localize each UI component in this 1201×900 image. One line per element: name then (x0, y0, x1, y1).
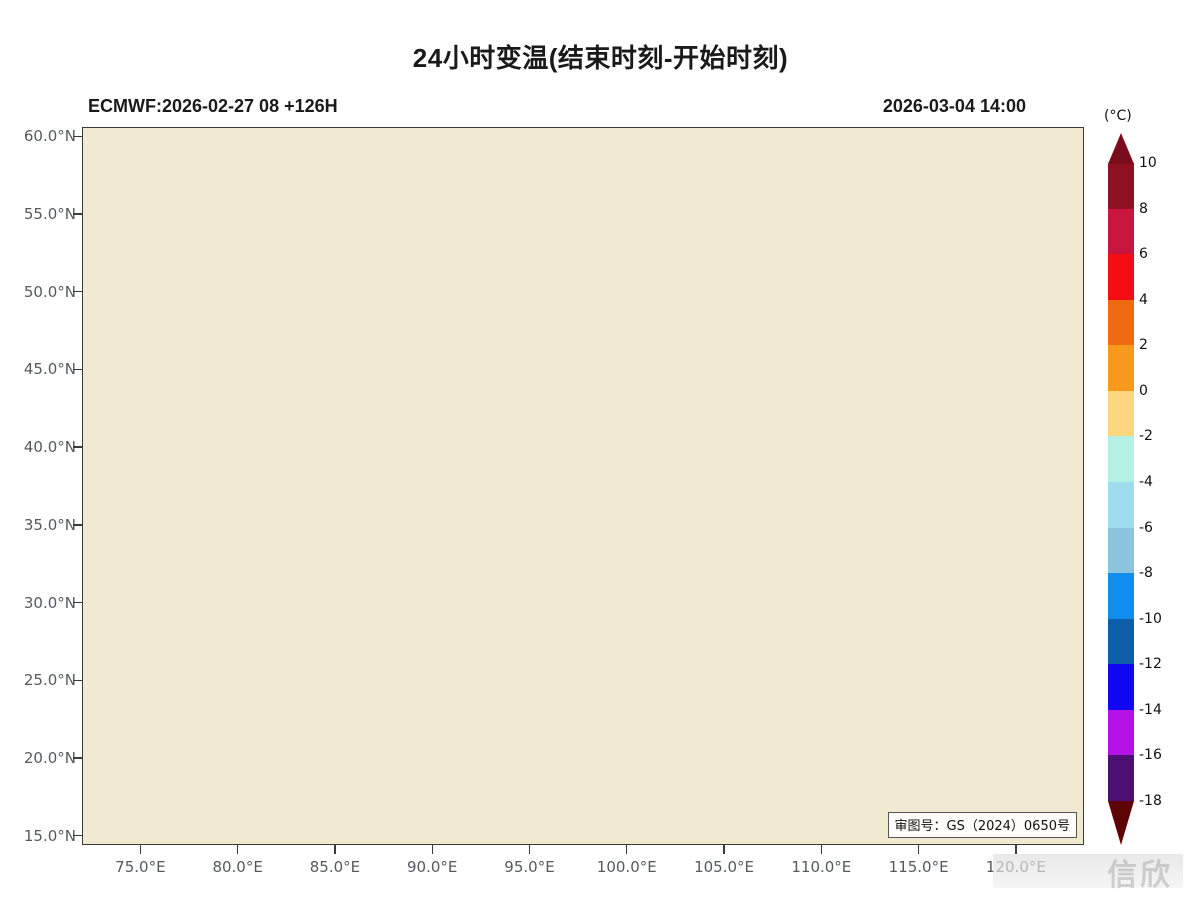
latitude-tick-mark (73, 368, 82, 371)
latitude-tick-mark (73, 213, 82, 215)
latitude-tick-label: 30.0°N (23, 593, 76, 612)
latitude-tick-mark (73, 291, 82, 293)
latitude-tick-label: 20.0°N (23, 748, 76, 767)
colorbar-segment (1108, 345, 1134, 392)
colorbar-segment (1108, 254, 1134, 301)
colorbar-under-arrow (1108, 801, 1134, 845)
temperature-field (83, 128, 1083, 844)
longitude-tick-mark (334, 845, 336, 854)
colorbar-segment (1108, 573, 1134, 620)
latitude-tick-mark (73, 834, 82, 837)
latitude-tick-label: 55.0°N (23, 205, 76, 224)
model-run-label: ECMWF:2026-02-27 08 +126H (88, 96, 338, 116)
colorbar-segment (1108, 390, 1134, 437)
latitude-tick-mark (73, 757, 82, 759)
latitude-tick-mark (73, 679, 82, 681)
latitude-tick-label: 40.0°N (23, 438, 76, 457)
colorbar-tick-label: 10 (1139, 155, 1157, 171)
longitude-tick-label: 95.0°E (504, 858, 555, 876)
colorbar-segment (1108, 618, 1134, 665)
map-plot-area[interactable]: 审图号：GS（2024）0650号 (82, 127, 1084, 845)
longitude-tick-label: 90.0°E (407, 858, 458, 876)
colorbar-tick-label: 4 (1139, 291, 1148, 308)
colorbar-segment (1108, 482, 1134, 529)
latitude-tick-mark (73, 524, 82, 526)
colorbar-tick-label: -8 (1139, 565, 1153, 582)
colorbar-tick-label: -14 (1139, 701, 1162, 718)
colorbar-tick-label: 8 (1139, 200, 1148, 217)
valid-time-label: 2026-03-04 14:00 (882, 96, 1026, 116)
page-title: 24小时变温(结束时刻-开始时刻) (412, 43, 789, 73)
longitude-tick-mark (139, 845, 142, 854)
longitude-tick-label: 105.0°E (694, 858, 755, 876)
colorbar-tick-label: -16 (1139, 747, 1162, 764)
colorbar-segment (1108, 436, 1134, 483)
watermark-text: 信欣 (1107, 858, 1173, 893)
colorbar-tick-label: -4 (1139, 474, 1153, 490)
colorbar-segment (1108, 208, 1134, 255)
map-approval-number: 审图号：GS（2024）0650号 (887, 812, 1077, 838)
latitude-tick-label: 50.0°N (23, 282, 76, 301)
colorbar-tick-label: -6 (1139, 519, 1153, 536)
latitude-tick-mark (73, 446, 82, 448)
colorbar-over-arrow (1108, 133, 1134, 164)
longitude-tick-mark (431, 845, 433, 854)
colorbar-tick-label: -10 (1139, 610, 1162, 627)
longitude-tick-label: 110.0°E (791, 858, 852, 876)
latitude-tick-label: 60.0°N (23, 127, 76, 146)
colorbar-tick-label: 2 (1139, 337, 1148, 354)
colorbar-segment (1108, 755, 1134, 802)
colorbar-segment (1108, 527, 1134, 574)
longitude-tick-mark (723, 845, 725, 854)
latitude-tick-label: 45.0°N (23, 360, 76, 379)
colorbar-tick-label: -18 (1139, 793, 1162, 809)
latitude-tick-label: 25.0°N (23, 671, 76, 690)
colorbar-tick-label: -12 (1139, 656, 1162, 673)
longitude-tick-mark (626, 845, 628, 854)
longitude-tick-mark (236, 845, 239, 854)
longitude-tick-label: 115.0°E (888, 858, 949, 876)
longitude-tick-label: 120.0°E (985, 858, 1046, 876)
longitude-tick-mark (1015, 845, 1017, 854)
colorbar-unit-label: (°C) (1104, 108, 1132, 124)
colorbar-segment (1108, 664, 1134, 711)
longitude-tick-mark (528, 845, 531, 854)
longitude-tick-label: 80.0°E (212, 858, 263, 876)
colorbar-tick-label: -2 (1139, 428, 1153, 445)
colorbar-tick-label: 6 (1139, 246, 1148, 263)
longitude-tick-mark (917, 845, 920, 854)
longitude-tick-label: 100.0°E (596, 858, 657, 876)
latitude-tick-mark (73, 601, 82, 604)
longitude-tick-label: 75.0°E (115, 858, 166, 876)
map-boundaries-overlay (83, 128, 1083, 845)
latitude-tick-label: 35.0°N (23, 515, 76, 534)
latitude-tick-label: 15.0°N (23, 826, 76, 845)
colorbar-segment (1108, 299, 1134, 346)
colorbar-segment (1108, 709, 1134, 756)
colorbar[interactable]: 10 8 6 4 2 0 -2 -4 -6 -8 -10 -12 -14 -16 -18 (1108, 127, 1162, 845)
colorbar-segment (1108, 163, 1134, 210)
latitude-tick-mark (73, 135, 82, 137)
longitude-tick-mark (820, 845, 823, 854)
longitude-tick-label: 85.0°E (309, 858, 361, 876)
colorbar-tick-label: 0 (1139, 382, 1148, 399)
